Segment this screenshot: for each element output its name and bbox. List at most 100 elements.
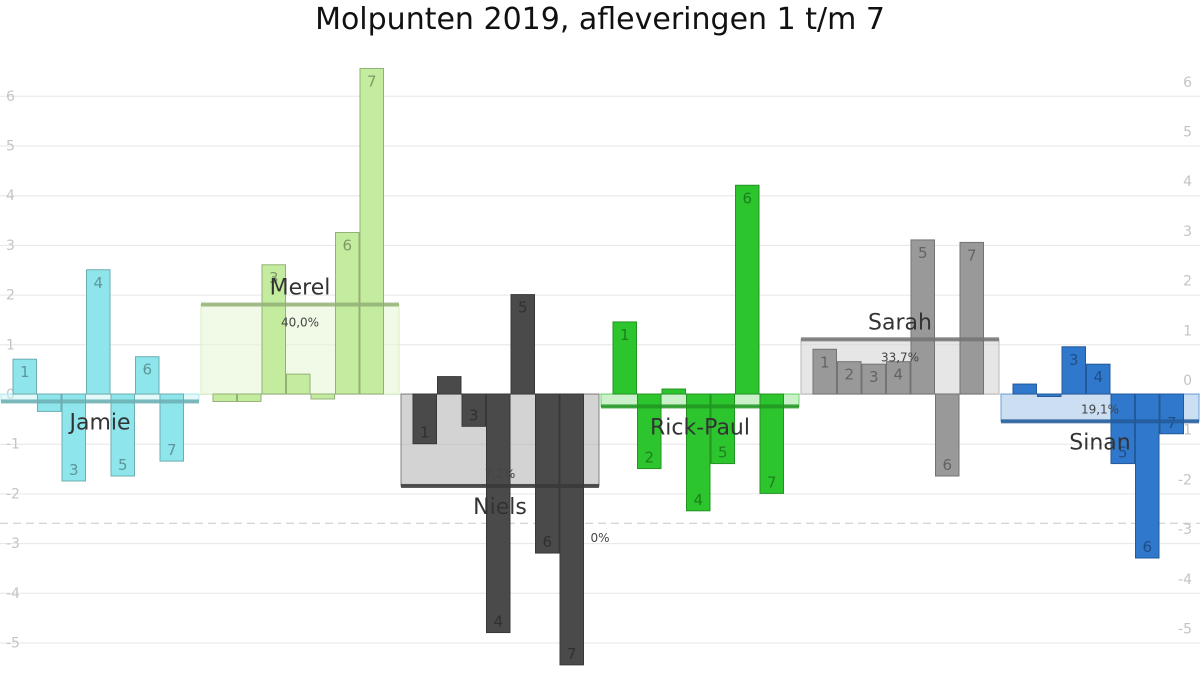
- bar: [1135, 393, 1160, 559]
- bar: [886, 361, 911, 395]
- bar-label: 4: [93, 274, 103, 292]
- y-tick-left: 5: [6, 139, 15, 155]
- candidate-name: Jamie: [67, 410, 130, 435]
- bar: [935, 393, 960, 477]
- bar: [212, 393, 237, 402]
- bar: [710, 393, 735, 465]
- y-tick-right: -2: [1178, 472, 1192, 488]
- bar: [861, 363, 886, 395]
- bar-label: 5: [1118, 444, 1128, 462]
- bar: [335, 231, 360, 395]
- bar: [159, 393, 184, 462]
- candidate-name: Rick-Paul: [650, 415, 750, 440]
- mean-line: [1001, 419, 1199, 424]
- y-tick-left: -1: [6, 437, 20, 453]
- bar: [759, 393, 784, 494]
- bar: [261, 264, 286, 395]
- y-tick-left: 6: [6, 89, 15, 105]
- bar-label: 3: [269, 269, 279, 287]
- candidate-name: Niels: [473, 495, 527, 520]
- candidate-name: Sarah: [868, 310, 932, 335]
- bar-label: 4: [893, 366, 903, 384]
- bar: [286, 373, 311, 395]
- y-tick-left: -5: [6, 636, 20, 652]
- y-tick-left: 3: [6, 238, 15, 254]
- bar: [1159, 393, 1184, 435]
- bar-label: 3: [69, 461, 79, 479]
- bar-label: 7: [967, 246, 977, 264]
- y-tick-left: 4: [6, 188, 15, 204]
- y-tick-left: 1: [6, 337, 15, 353]
- bar: [910, 239, 935, 395]
- y-tick-right: 4: [1183, 174, 1192, 190]
- y-tick-right: 5: [1183, 125, 1192, 141]
- bar: [1061, 346, 1086, 395]
- bar-label: 1: [820, 353, 830, 371]
- y-tick-right: -3: [1178, 522, 1192, 538]
- bar: [310, 393, 335, 400]
- bar-label: 3: [869, 368, 879, 386]
- bar: [437, 376, 462, 395]
- bar-label: 4: [493, 613, 503, 631]
- bar: [959, 241, 984, 395]
- bar-label: 6: [142, 361, 152, 379]
- y-tick-right: 2: [1183, 274, 1192, 290]
- bar: [12, 358, 37, 395]
- candidate-name: Merel: [270, 276, 331, 301]
- bar-label: 6: [942, 456, 952, 474]
- mean-line: [601, 404, 799, 409]
- bar: [461, 393, 486, 427]
- bar: [110, 393, 135, 477]
- bar: [135, 356, 160, 395]
- bar-label: 7: [167, 441, 177, 459]
- bar-label: 7: [767, 473, 777, 491]
- bar-label: 4: [693, 491, 703, 509]
- bar: [61, 393, 86, 482]
- bar: [237, 393, 262, 402]
- chart-title: Molpunten 2019, afleveringen 1 t/m 7: [315, 2, 885, 37]
- bar-label: 7: [567, 645, 577, 663]
- bar: [661, 388, 686, 395]
- bar: [1086, 363, 1111, 395]
- mean-line: [201, 302, 399, 307]
- bar-label: 7: [367, 72, 377, 90]
- y-tick-right: 1: [1183, 323, 1192, 339]
- y-tick-left: 2: [6, 288, 15, 304]
- bar-label: 1: [20, 363, 30, 381]
- bar: [812, 348, 837, 395]
- y-tick-right: -5: [1178, 622, 1192, 638]
- candidate-name: Sinan: [1069, 430, 1130, 455]
- y-tick-right: 0: [1183, 373, 1192, 389]
- bar: [86, 269, 111, 395]
- bar: [1037, 393, 1062, 397]
- bar-label: 6: [1142, 538, 1152, 556]
- mean-line: [1, 399, 199, 404]
- bar: [559, 393, 584, 666]
- percent-label: 40,0%: [281, 316, 319, 330]
- y-tick-right: 6: [1183, 75, 1192, 91]
- bar-label: 2: [844, 366, 854, 384]
- bar-label: 6: [542, 533, 552, 551]
- bar: [637, 393, 662, 470]
- bar: [686, 393, 711, 512]
- bar-label: 1: [420, 424, 430, 442]
- y-tick-right: -4: [1178, 572, 1192, 588]
- bar-label: 5: [518, 299, 528, 317]
- percent-label: 7,2%: [485, 467, 516, 481]
- bar-label: 5: [718, 444, 728, 462]
- mean-line: [801, 337, 999, 342]
- bar: [486, 393, 511, 634]
- bar: [359, 67, 384, 395]
- mean-line: [401, 483, 599, 488]
- bar: [412, 393, 437, 445]
- bar-label: 5: [118, 456, 128, 474]
- bar-label: 2: [644, 449, 654, 467]
- bar: [837, 361, 862, 395]
- y-tick-right: 3: [1183, 224, 1192, 240]
- y-tick-left: -2: [6, 486, 20, 502]
- bar-label: 6: [342, 236, 352, 254]
- percent-label: 19,1%: [1081, 402, 1119, 416]
- bar: [510, 294, 535, 395]
- bar-label: 3: [469, 406, 479, 424]
